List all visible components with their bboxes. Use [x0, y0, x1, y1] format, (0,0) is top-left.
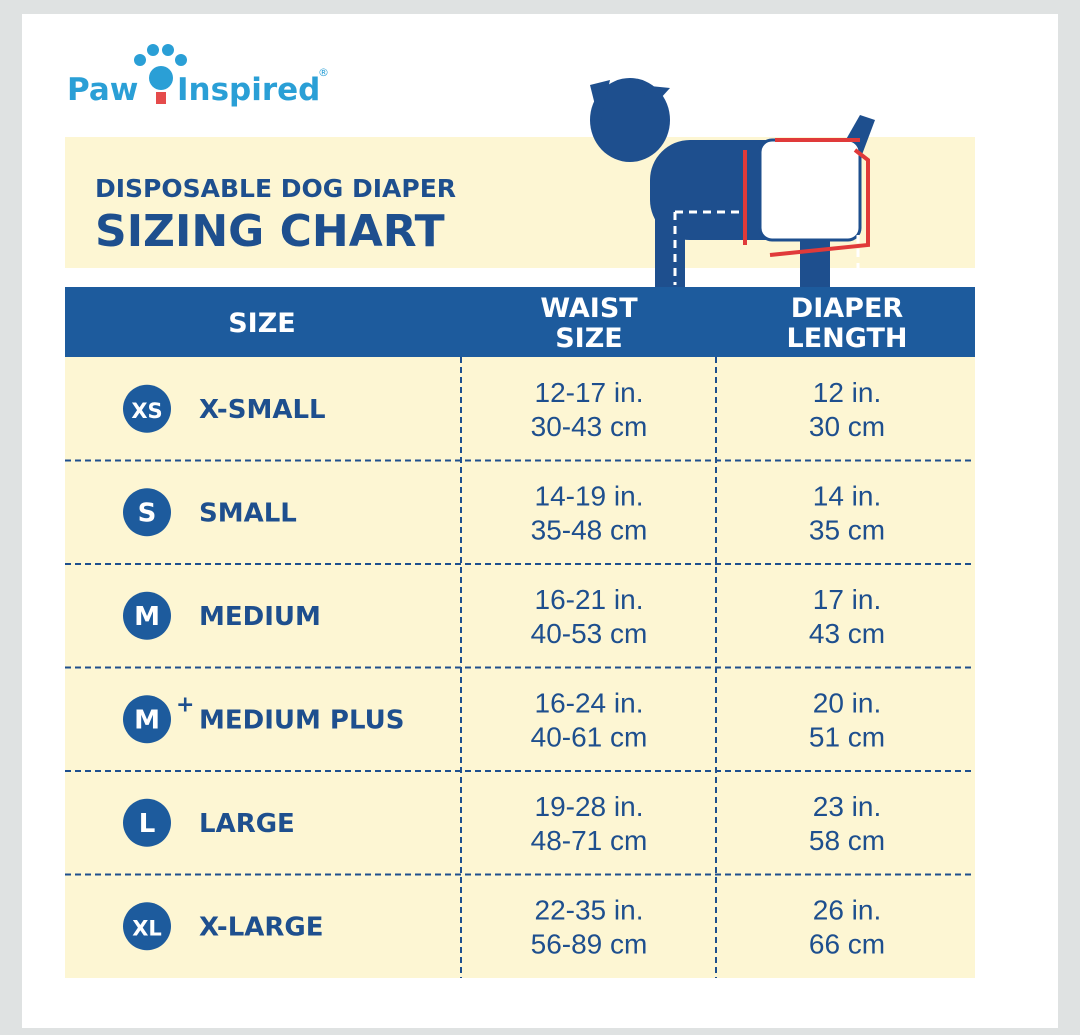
badge-label: L	[139, 809, 156, 839]
logo-text: Paw	[67, 72, 138, 108]
length-value: 35 cm	[809, 514, 885, 545]
length-value: 66 cm	[809, 928, 885, 959]
waist-value: 16-24 in.	[535, 687, 644, 718]
waist-value: 19-28 in.	[535, 791, 644, 822]
logo: Paw Inspired ®	[67, 44, 329, 108]
badge-sup: +	[176, 692, 194, 717]
length-value: 26 in.	[813, 894, 882, 925]
column-header: DIAPER	[791, 293, 904, 324]
waist-value: 48-71 cm	[531, 825, 648, 856]
column-header: WAIST	[540, 293, 638, 324]
length-value: 17 in.	[813, 584, 882, 615]
size-badge	[123, 384, 171, 433]
badge-label: M	[134, 602, 160, 632]
waist-value: 12-17 in.	[535, 377, 644, 408]
size-badge	[123, 798, 171, 847]
size-badge	[123, 695, 171, 744]
size-name: LARGE	[199, 809, 295, 839]
size-name: MEDIUM PLUS	[199, 705, 404, 735]
size-name: SMALL	[199, 498, 297, 528]
logo-mark: ®	[318, 66, 329, 79]
logo-text: Inspired	[177, 72, 320, 108]
size-name: MEDIUM	[199, 602, 321, 632]
length-value: 58 cm	[809, 825, 885, 856]
length-value: 43 cm	[809, 618, 885, 649]
size-badge	[123, 591, 171, 640]
size-name: X-SMALL	[199, 395, 326, 425]
size-name: X-LARGE	[199, 912, 324, 942]
waist-value: 16-21 in.	[535, 584, 644, 615]
column-header: SIZE	[228, 308, 296, 339]
length-value: 51 cm	[809, 721, 885, 752]
badge-label: M	[134, 705, 160, 735]
column-header: LENGTH	[787, 323, 908, 354]
title-line: SIZING CHART	[95, 206, 445, 257]
title-line: DISPOSABLE DOG DIAPER	[95, 174, 456, 203]
waist-value: 40-61 cm	[531, 721, 648, 752]
length-value: 12 in.	[813, 377, 882, 408]
dog-illustration	[590, 78, 875, 290]
length-value: 14 in.	[813, 480, 882, 511]
waist-value: 22-35 in.	[535, 894, 644, 925]
column-header: SIZE	[555, 323, 623, 354]
badge-label: S	[138, 498, 157, 528]
waist-value: 40-53 cm	[531, 618, 648, 649]
waist-value: 30-43 cm	[531, 411, 648, 442]
length-value: 23 in.	[813, 791, 882, 822]
badge-label: XS	[131, 399, 162, 423]
waist-value: 56-89 cm	[531, 928, 648, 959]
table-header	[65, 287, 975, 357]
waist-value: 35-48 cm	[531, 514, 648, 545]
waist-value: 14-19 in.	[535, 480, 644, 511]
length-value: 20 in.	[813, 687, 882, 718]
size-badge	[123, 488, 171, 537]
size-badge	[123, 902, 171, 951]
badge-label: XL	[132, 916, 162, 940]
length-value: 30 cm	[809, 411, 885, 442]
